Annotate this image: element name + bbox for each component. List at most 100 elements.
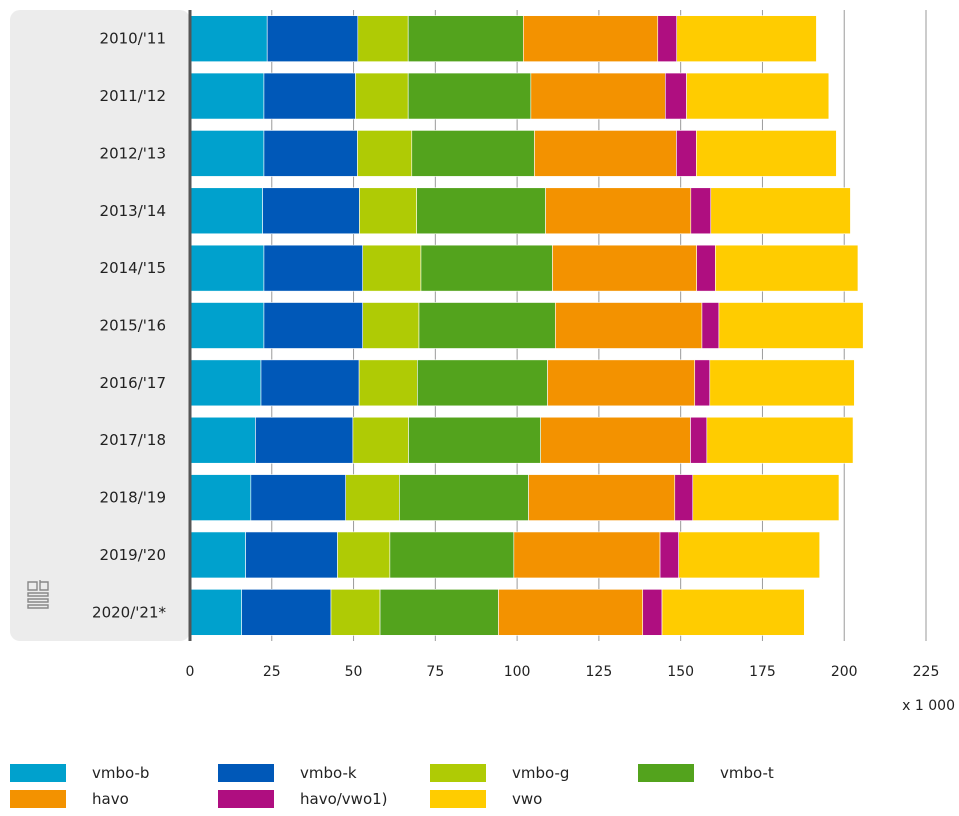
bar-segment: [498, 589, 644, 636]
bar-segment: [417, 359, 548, 407]
bar-segment: [260, 359, 360, 407]
bar-segment: [359, 187, 417, 235]
bar-segment: [701, 302, 720, 349]
bar-segment: [411, 130, 535, 177]
x-tick-label: 200: [831, 664, 858, 680]
bar-segment: [362, 302, 420, 349]
x-tick-label: 225: [913, 664, 940, 680]
category-label: 2016/'17: [100, 374, 166, 392]
bar-segment: [513, 531, 661, 579]
bar-segment: [696, 244, 716, 292]
bar-segment: [710, 187, 851, 235]
bar-segment: [189, 474, 252, 521]
category-label: 2012/'13: [100, 144, 166, 162]
bar-segment: [362, 244, 422, 292]
bar-segment: [189, 15, 268, 62]
bar-segment: [552, 244, 697, 292]
legend-label: vmbo-k: [300, 764, 357, 782]
bar-segment: [357, 130, 413, 177]
x-tick-label: 100: [504, 664, 531, 680]
category-label: 2011/'12: [100, 87, 166, 105]
category-label: 2017/'18: [100, 431, 166, 449]
legend-swatch: [638, 764, 694, 782]
bar-segment: [399, 474, 529, 521]
legend-item: havo/vwo1): [218, 788, 388, 810]
bar-segment: [189, 589, 242, 636]
x-tick-label: 75: [426, 664, 444, 680]
legend-swatch: [10, 764, 66, 782]
bar-segment: [189, 531, 246, 579]
x-unit-label: x 1 000: [902, 698, 955, 714]
legend-label: vmbo-t: [720, 764, 774, 782]
legend-swatch: [430, 790, 486, 808]
bar-segment: [547, 359, 696, 407]
bar-segment: [352, 416, 409, 464]
bar-segment: [664, 72, 687, 120]
cbs-logo: [27, 580, 49, 609]
bar-segment: [545, 187, 692, 235]
bar-segment: [355, 72, 409, 120]
bar-segment: [408, 416, 541, 464]
bar-segment: [189, 244, 265, 292]
bar-segment: [642, 589, 663, 636]
bar-segment: [686, 72, 830, 120]
bar-segment: [241, 589, 332, 636]
bar-segment: [659, 531, 680, 579]
legend-label: vmbo-g: [512, 764, 570, 782]
bar-segment: [379, 589, 499, 636]
category-label: 2014/'15: [100, 259, 166, 277]
cbs-logo-stroke: [27, 604, 49, 609]
legend-item: vmbo-b: [10, 762, 149, 784]
bar-segment: [528, 474, 676, 521]
bar-segment: [696, 130, 837, 177]
legend-swatch: [218, 790, 274, 808]
legend-swatch: [430, 764, 486, 782]
bar-segment: [555, 302, 703, 349]
category-label: 2010/'11: [100, 30, 166, 48]
legend-item: vwo: [430, 788, 542, 810]
legend-item: vmbo-t: [638, 762, 774, 784]
bar-segment: [245, 531, 338, 579]
bar-segment: [690, 187, 712, 235]
bar-segment: [530, 72, 666, 120]
bar-segment: [692, 474, 840, 521]
bar-segment: [357, 15, 409, 62]
bar-segment: [263, 72, 356, 120]
bar-segment: [266, 15, 359, 62]
category-label: 2018/'19: [100, 489, 166, 507]
x-tick-label: 150: [667, 664, 694, 680]
legend-swatch: [218, 764, 274, 782]
category-panel: [10, 10, 190, 641]
bar-segment: [263, 130, 358, 177]
bar-segment: [661, 589, 805, 636]
chart: 2010/'11 2011/'12 2012/'13 2013/'14 2014/'15…: [10, 10, 955, 714]
bar-segment: [189, 72, 265, 120]
x-tick-label: 175: [749, 664, 776, 680]
bar-segment: [540, 416, 691, 464]
x-tick-label: 25: [263, 664, 281, 680]
category-label: 2015/'16: [100, 317, 166, 335]
bar-segment: [407, 72, 532, 120]
x-tick-label: 125: [586, 664, 613, 680]
legend-item: havo: [10, 788, 129, 810]
bar-segment: [189, 359, 262, 407]
bar-segment: [523, 15, 659, 62]
legend-item: vmbo-k: [218, 762, 357, 784]
bar-segment: [418, 302, 556, 349]
legend-label: havo: [92, 790, 129, 808]
bar-segment: [189, 416, 256, 464]
bar-segment: [694, 359, 711, 407]
cbs-logo-stroke: [27, 581, 38, 591]
legend-label: vwo: [512, 790, 543, 808]
bar-segment: [337, 531, 391, 579]
bar-segment: [255, 416, 354, 464]
legend-label: vmbo-b: [92, 764, 150, 782]
bar-segment: [330, 589, 381, 636]
cbs-logo-stroke: [27, 598, 49, 603]
legend-swatch: [10, 790, 66, 808]
bar-segment: [715, 244, 859, 292]
bar-segment: [416, 187, 546, 235]
bar-segment: [189, 187, 263, 235]
bar-segment: [706, 416, 854, 464]
x-tick-label: 0: [186, 664, 195, 680]
